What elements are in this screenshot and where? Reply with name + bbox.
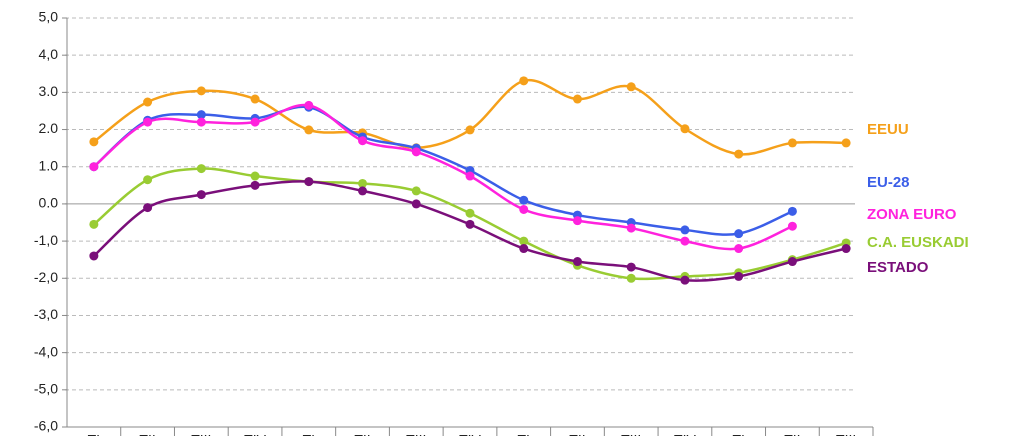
data-point — [411, 186, 421, 196]
data-point — [787, 221, 797, 231]
data-point — [196, 190, 206, 200]
data-point — [519, 236, 529, 246]
data-point — [143, 175, 153, 185]
y-tick-label: 5,0 — [39, 9, 59, 25]
data-point — [680, 275, 690, 285]
series-label: ESTADO — [867, 259, 929, 276]
data-point — [519, 76, 529, 86]
data-point — [734, 244, 744, 254]
data-point — [680, 225, 690, 235]
data-point — [196, 110, 206, 120]
data-point — [143, 117, 153, 127]
x-tick-label: TI — [518, 432, 530, 436]
data-point — [680, 124, 690, 134]
x-tick-label: TIII — [836, 432, 856, 436]
series-label: EEUU — [867, 121, 909, 138]
data-point — [143, 97, 153, 107]
x-tick-label: TII — [139, 432, 155, 436]
data-point — [465, 171, 475, 181]
data-point — [841, 244, 851, 254]
y-tick-label: 4,0 — [39, 46, 59, 62]
data-point — [250, 180, 260, 190]
x-tick-label: TIII — [621, 432, 641, 436]
data-point — [572, 94, 582, 104]
data-point — [519, 195, 529, 205]
series-label: EU-28 — [867, 174, 910, 191]
y-tick-label: -5,0 — [34, 381, 58, 397]
data-point — [196, 164, 206, 174]
y-tick-label: -4,0 — [34, 343, 58, 359]
data-point — [89, 219, 99, 229]
data-point — [411, 147, 421, 157]
data-point — [626, 262, 636, 272]
data-point — [465, 125, 475, 135]
y-tick-label: -2,0 — [34, 269, 58, 285]
data-point — [841, 138, 851, 148]
data-point — [304, 100, 314, 110]
data-point — [196, 86, 206, 96]
data-point — [680, 236, 690, 246]
series-label: ZONA EURO — [867, 206, 957, 223]
x-tick-label: TII — [354, 432, 370, 436]
x-tick-label: TIII — [191, 432, 211, 436]
x-tick-label: TI — [303, 432, 315, 436]
data-point — [734, 149, 744, 159]
x-tick-label: TII — [784, 432, 800, 436]
data-point — [787, 138, 797, 148]
data-point — [196, 117, 206, 127]
data-point — [250, 94, 260, 104]
x-tick-label: TIII — [406, 432, 426, 436]
data-point — [143, 203, 153, 213]
y-tick-label: 2.0 — [39, 120, 59, 136]
data-point — [519, 244, 529, 254]
data-point — [572, 216, 582, 226]
y-tick-label: -1,0 — [34, 232, 58, 248]
y-tick-label: 0.0 — [39, 195, 59, 211]
data-point — [89, 251, 99, 261]
x-tick-label: TIV — [674, 432, 696, 436]
data-point — [519, 204, 529, 214]
data-point — [358, 178, 368, 188]
series-line — [93, 78, 847, 156]
x-tick-label: TIV — [459, 432, 481, 436]
data-point — [626, 223, 636, 233]
data-point — [734, 229, 744, 239]
data-point — [787, 257, 797, 267]
data-point — [358, 136, 368, 146]
x-tick-label: TIV — [244, 432, 266, 436]
data-point — [304, 177, 314, 187]
data-point — [465, 208, 475, 218]
y-tick-label: -3,0 — [34, 306, 58, 322]
data-point — [358, 186, 368, 196]
x-tick-label: TII — [569, 432, 585, 436]
data-point — [465, 219, 475, 229]
x-tick-label: TI — [732, 432, 744, 436]
data-point — [250, 117, 260, 127]
data-point — [626, 273, 636, 283]
data-point — [89, 137, 99, 147]
data-point — [787, 206, 797, 216]
data-point — [626, 82, 636, 92]
series-line — [93, 180, 847, 282]
y-tick-label: 3.0 — [39, 83, 59, 99]
data-point — [734, 271, 744, 281]
y-tick-label: 1.0 — [39, 157, 59, 173]
data-point — [411, 199, 421, 209]
data-point — [89, 162, 99, 172]
x-tick-label: TI — [88, 432, 100, 436]
series-label: C.A. EUSKADI — [867, 234, 969, 251]
data-point — [304, 125, 314, 135]
data-point — [572, 257, 582, 267]
data-point — [250, 171, 260, 181]
y-tick-label: -6,0 — [34, 418, 58, 434]
